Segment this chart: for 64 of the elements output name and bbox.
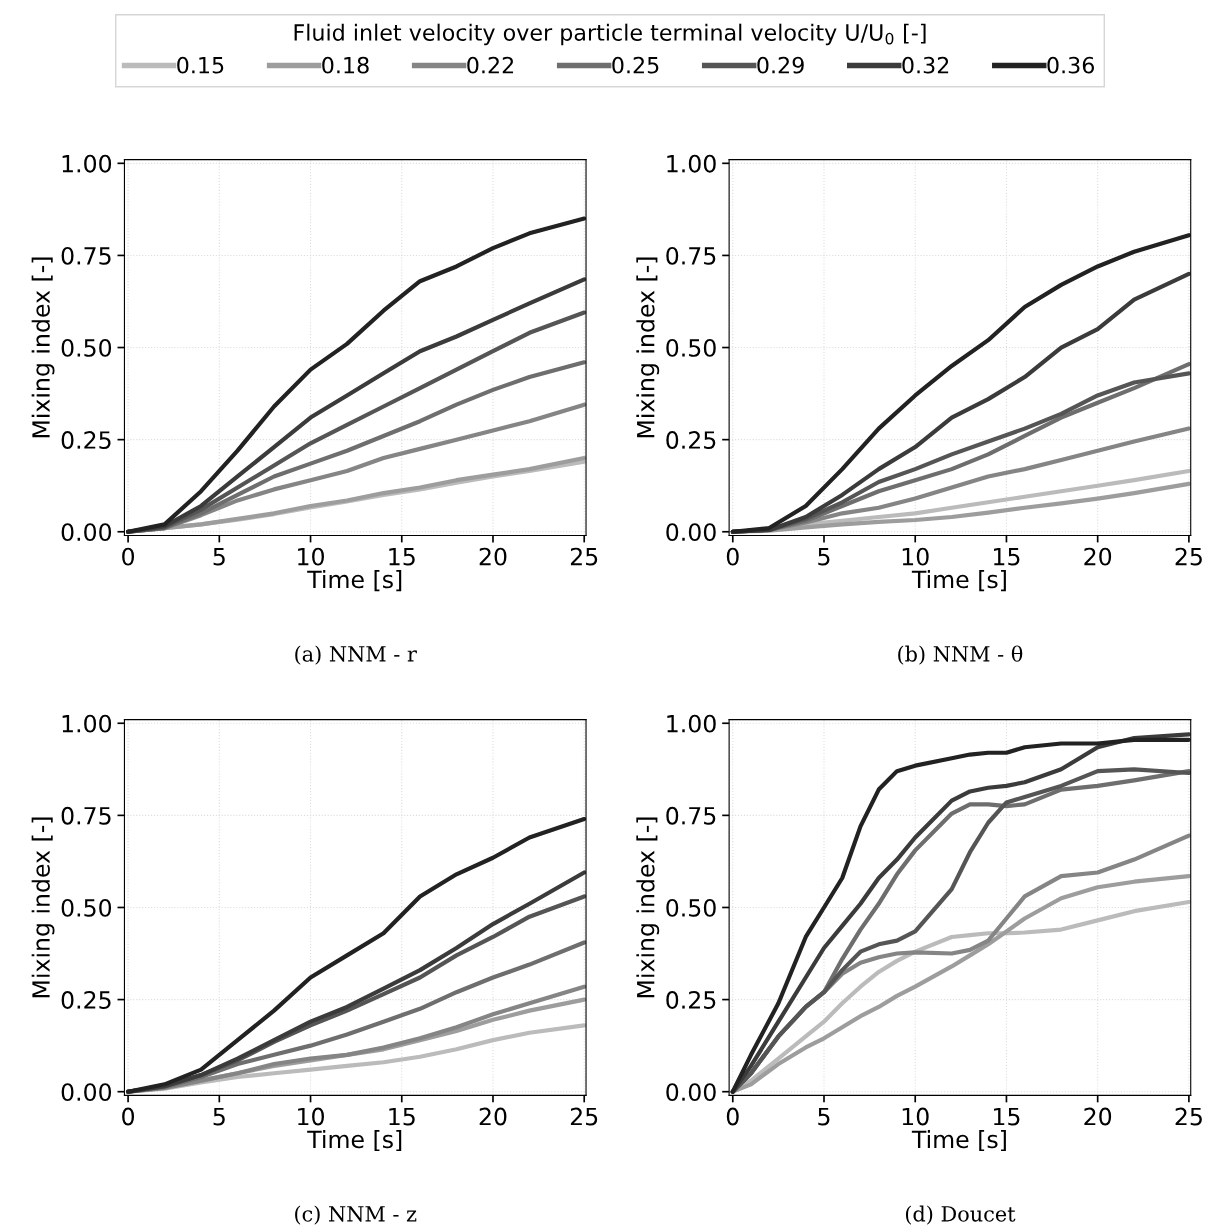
x-tick-label: 20 [1084,1107,1112,1126]
x-tick-label: 5 [213,547,225,566]
x-axis-title: Time [s] [911,1130,1006,1152]
y-tick-label: 0.25 [666,431,716,449]
x-tick-label: 25 [1175,547,1202,566]
x-tick-label: 15 [994,1107,1020,1126]
x-tick-label: 10 [298,1107,324,1126]
x-tick-label: 0 [726,547,739,566]
y-tick-label: 0.00 [666,523,716,542]
x-tick-label: 0 [726,1107,739,1126]
y-tick-label: 0.75 [666,246,716,265]
y-axis-title: Mixing index [-] [31,817,55,998]
y-tick-label: 1.00 [62,154,112,173]
x-tick-label: 10 [902,1107,929,1126]
x-tick-label: 25 [1175,1107,1202,1126]
y-tick-label: 0.25 [61,991,111,1009]
y-tick-label: 0.00 [666,1083,716,1101]
y-axis-title: Mixing index [-] [636,817,660,998]
legend-label: 0.18 [322,56,369,74]
text: (c) NNM - z [295,1205,417,1225]
x-tick-label: 0 [122,547,135,566]
text: (a) NNM - r [295,645,417,665]
legend-label: 0.25 [612,56,659,74]
x-axis-title: Time [s] [911,570,1006,592]
x-tick-label: 10 [298,547,324,566]
y-tick-label: 0.50 [666,338,716,357]
legend-label: 0.22 [467,56,514,74]
y-tick-label: 0.50 [61,898,112,917]
x-tick-label: 15 [994,547,1020,566]
x-tick-label: 0 [122,1107,135,1126]
x-tick-label: 20 [479,1107,507,1126]
x-axis-title: Time [s] [307,570,402,592]
y-tick-label: 0.75 [666,806,716,825]
legend-label: 0.36 [1047,56,1094,74]
legend-title: Fluid inlet velocity over particle terminal velocity U/U$_{0}$ [-] [294,23,926,46]
y-tick-label: 0.50 [666,898,716,917]
x-axis-title: Time [s] [307,1130,402,1152]
legend-label: 0.29 [757,56,804,74]
x-tick-label: 10 [902,547,929,566]
y-tick-label: 0.00 [61,523,112,542]
x-tick-label: 5 [818,547,830,566]
x-tick-label: 25 [570,1107,598,1126]
text: (b) NNM - θ [898,645,1023,665]
x-tick-label: 5 [818,1107,830,1126]
x-tick-label: 20 [479,547,507,566]
y-tick-label: 1.00 [62,714,112,733]
text: (d) Doucet [905,1205,1016,1225]
y-axis-title: Mixing index [-] [636,257,660,438]
x-tick-label: 15 [389,1107,415,1126]
y-tick-label: 0.50 [61,338,112,357]
x-tick-label: 20 [1084,547,1112,566]
legend-label: 0.15 [177,56,224,74]
y-tick-label: 0.25 [666,991,716,1009]
x-tick-label: 5 [213,1107,225,1126]
y-tick-label: 0.75 [61,246,111,265]
x-tick-label: 25 [570,547,598,566]
y-tick-label: 0.75 [61,806,111,825]
y-tick-label: 0.00 [61,1083,112,1101]
x-tick-label: 15 [389,547,415,566]
legend-label: 0.32 [902,56,949,74]
y-tick-label: 0.25 [61,431,111,449]
y-axis-title: Mixing index [-] [31,257,55,438]
y-tick-label: 1.00 [667,154,716,173]
y-tick-label: 1.00 [667,714,716,733]
